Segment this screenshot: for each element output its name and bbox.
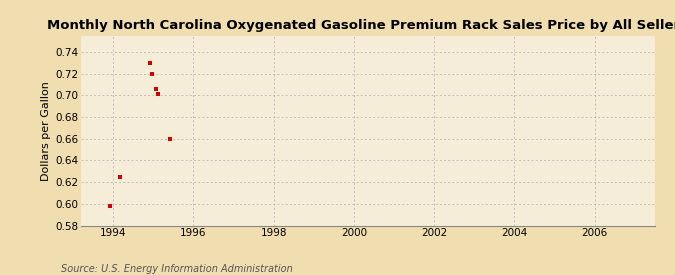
Point (151, 87, 162, 91)
Y-axis label: Dollars per Gallon: Dollars per Gallon (41, 81, 51, 181)
Point (153, 92, 163, 97)
Text: Source: U.S. Energy Information Administration: Source: U.S. Energy Information Administ… (61, 264, 292, 274)
Point (105, 204, 115, 208)
Point (115, 175, 126, 179)
Point (165, 137, 176, 141)
Point (144, 61, 155, 65)
Title: Monthly North Carolina Oxygenated Gasoline Premium Rack Sales Price by All Selle: Monthly North Carolina Oxygenated Gasoli… (47, 19, 675, 32)
Point (146, 72, 157, 76)
